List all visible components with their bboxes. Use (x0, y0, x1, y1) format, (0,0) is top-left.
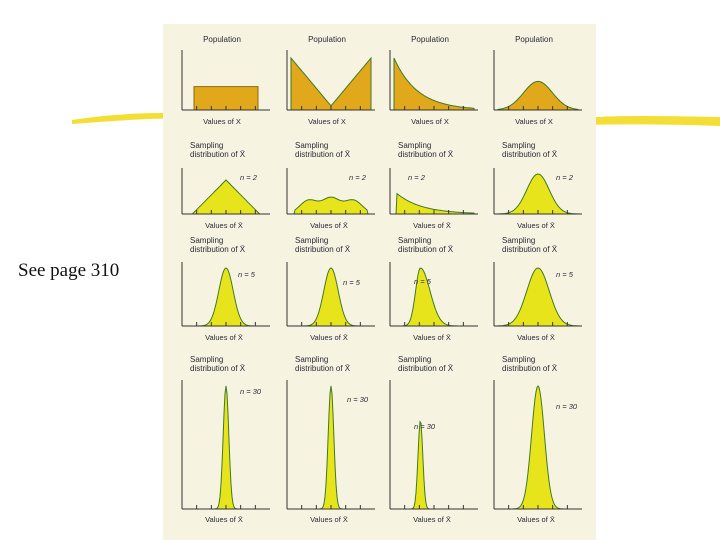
sampling-x-label: Values of X̄ (310, 333, 348, 342)
population-x-label: Values of X (308, 117, 346, 126)
sampling-title-line1: Sampling (190, 141, 223, 150)
sample-size-label: n = 30 (240, 387, 262, 396)
sampling-curve-bell (497, 267, 579, 327)
sampling-x-label: Values of X̄ (413, 515, 451, 524)
sampling-title-line2: distribution of X̄ (502, 245, 558, 254)
sampling-x-label: Values of X̄ (205, 333, 243, 342)
sampling-title-line1: Sampling (398, 236, 431, 245)
sampling-curve-right-skewed (394, 192, 475, 215)
population-curve-exponential (393, 57, 475, 111)
sampling-x-label: Values of X̄ (413, 333, 451, 342)
sampling-title-line2: distribution of X̄ (190, 245, 246, 254)
sampling-title-line2: distribution of X̄ (502, 150, 558, 159)
sampling-curve-spike (186, 385, 266, 510)
sample-size-label: n = 30 (556, 402, 578, 411)
sampling-title-line1: Sampling (502, 236, 535, 245)
sampling-x-label: Values of X̄ (310, 515, 348, 524)
sampling-title-line2: distribution of X̄ (398, 364, 454, 373)
population-curve-v-shape (290, 56, 372, 111)
sampling-x-label: Values of X̄ (517, 515, 555, 524)
sampling-title-line1: Sampling (502, 141, 535, 150)
sample-size-label: n = 2 (408, 173, 426, 182)
sampling-curve-bell (497, 173, 579, 215)
sampling-title-line1: Sampling (398, 355, 431, 364)
population-x-label: Values of X (203, 117, 241, 126)
population-title: Population (411, 35, 449, 44)
sampling-title-line2: distribution of X̄ (502, 364, 558, 373)
sampling-title-line1: Sampling (295, 236, 328, 245)
sampling-title-line1: Sampling (502, 355, 535, 364)
sampling-title-line1: Sampling (295, 355, 328, 364)
sampling-x-label: Values of X̄ (413, 221, 451, 230)
sampling-curve-mild-skew (394, 267, 474, 327)
sample-size-label: n = 30 (414, 422, 436, 431)
sampling-x-label: Values of X̄ (517, 333, 555, 342)
sampling-curve-trimodal (291, 196, 371, 215)
sample-size-label: n = 5 (343, 278, 361, 287)
sampling-title-line2: distribution of X̄ (190, 364, 246, 373)
sample-size-label: n = 5 (414, 277, 432, 286)
sampling-title-line2: distribution of X̄ (295, 364, 351, 373)
population-x-label: Values of X (411, 117, 449, 126)
side-note: See page 310 (18, 260, 120, 281)
sample-size-label: n = 5 (238, 270, 256, 279)
population-title: Population (308, 35, 346, 44)
sampling-title-line2: distribution of X̄ (295, 150, 351, 159)
sampling-title-line2: distribution of X̄ (398, 150, 454, 159)
sample-size-label: n = 2 (349, 173, 367, 182)
population-title: Population (203, 35, 241, 44)
sample-size-label: n = 30 (347, 395, 369, 404)
population-x-label: Values of X (515, 117, 553, 126)
sampling-x-label: Values of X̄ (205, 515, 243, 524)
population-title: Population (515, 35, 553, 44)
population-curve-normal (497, 80, 579, 111)
sampling-curve-spike (291, 385, 371, 510)
sampling-title-line1: Sampling (190, 355, 223, 364)
sampling-curve-triangle (186, 179, 266, 215)
sample-size-label: n = 2 (240, 173, 258, 182)
sampling-title-line1: Sampling (295, 141, 328, 150)
sampling-x-label: Values of X̄ (517, 221, 555, 230)
sampling-title-line2: distribution of X̄ (190, 150, 246, 159)
sampling-curve-bell (291, 267, 371, 327)
sampling-title-line1: Sampling (190, 236, 223, 245)
sampling-title-line1: Sampling (398, 141, 431, 150)
sampling-x-label: Values of X̄ (205, 221, 243, 230)
sampling-title-line2: distribution of X̄ (398, 245, 454, 254)
sample-size-label: n = 5 (556, 270, 574, 279)
sampling-curve-spike (394, 420, 474, 510)
sample-size-label: n = 2 (556, 173, 574, 182)
sampling-title-line2: distribution of X̄ (295, 245, 351, 254)
sampling-x-label: Values of X̄ (310, 221, 348, 230)
